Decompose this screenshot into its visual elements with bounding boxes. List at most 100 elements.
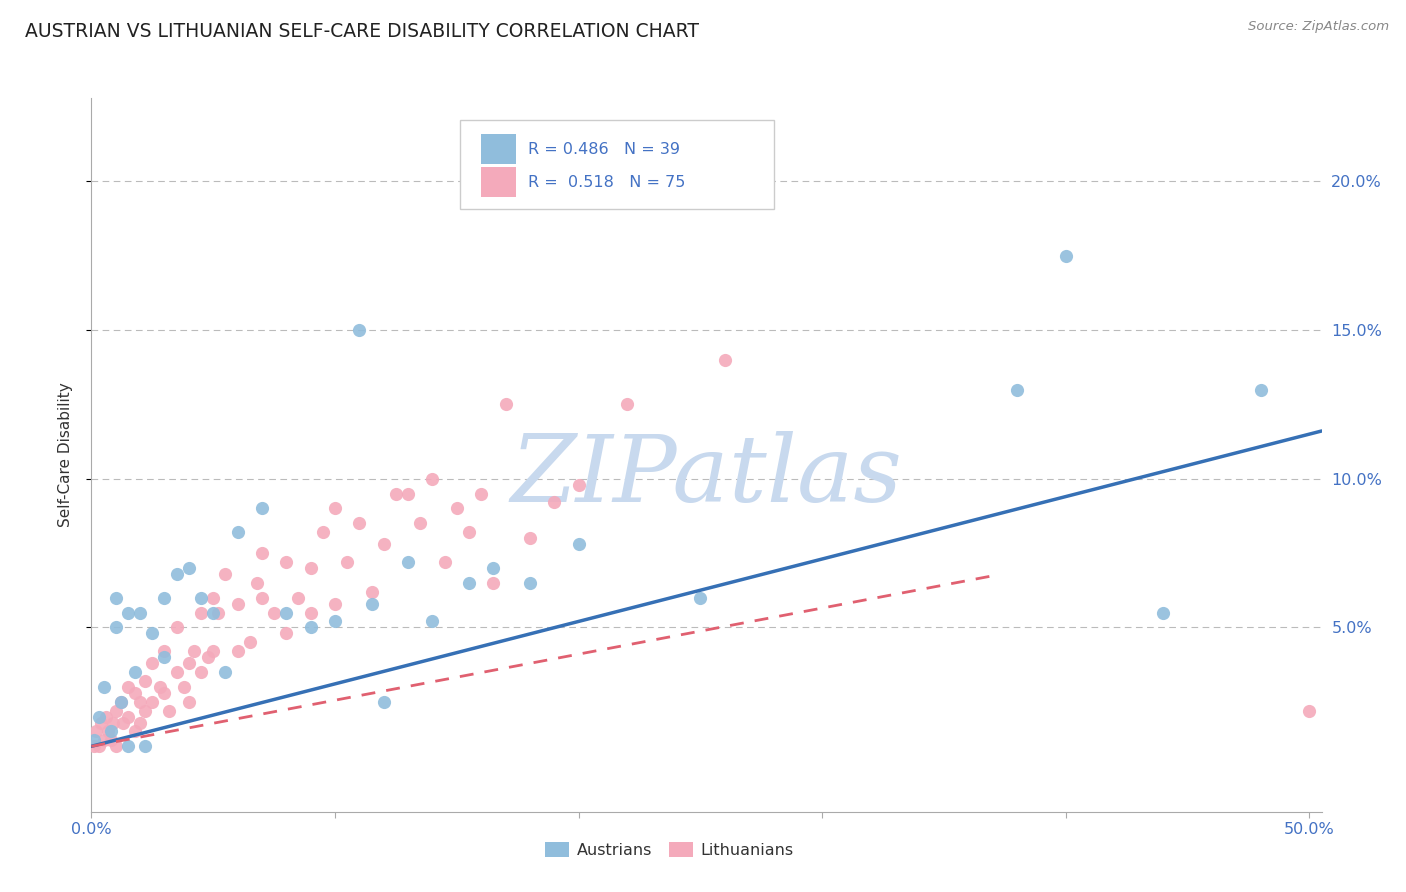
Point [100, 733, 122, 747]
Text: Source: ZipAtlas.com: Source: ZipAtlas.com [1249, 20, 1389, 33]
Point [153, 686, 176, 700]
Point [166, 665, 188, 679]
Point [117, 680, 139, 694]
Point [124, 686, 146, 700]
Point [246, 575, 269, 590]
Point [153, 644, 176, 658]
Point [482, 561, 505, 575]
Point [153, 650, 176, 665]
Point [129, 606, 152, 620]
Point [100, 724, 122, 739]
Point [360, 584, 382, 599]
Point [117, 709, 139, 723]
Point [110, 695, 132, 709]
Point [214, 665, 236, 679]
Point [616, 397, 638, 411]
Point [396, 486, 419, 500]
Point [190, 606, 212, 620]
Point [323, 615, 346, 629]
Bar [481, 167, 516, 197]
Point [177, 561, 200, 575]
Point [360, 597, 382, 611]
Point [104, 591, 127, 605]
Text: ZIPatlas: ZIPatlas [510, 432, 903, 521]
Point [458, 525, 481, 540]
Point [336, 555, 359, 569]
Point [134, 704, 156, 718]
Point [112, 715, 135, 730]
Point [93, 733, 115, 747]
Point [385, 486, 408, 500]
Point [173, 680, 195, 694]
Point [323, 501, 346, 516]
Point [250, 546, 273, 560]
Point [134, 739, 156, 754]
Point [568, 537, 591, 551]
Point [104, 620, 127, 634]
Point [157, 704, 180, 718]
Point [124, 665, 146, 679]
Point [373, 537, 395, 551]
Point [202, 606, 225, 620]
Point [1152, 606, 1174, 620]
Point [299, 620, 322, 634]
Point [1298, 704, 1320, 718]
Point [519, 575, 541, 590]
Point [90, 715, 112, 730]
Point [214, 566, 236, 581]
Point [312, 525, 335, 540]
Point [226, 525, 249, 540]
Point [207, 606, 229, 620]
Point [117, 606, 139, 620]
Point [104, 739, 127, 754]
Point [299, 606, 322, 620]
Point [104, 704, 127, 718]
Point [129, 695, 152, 709]
Point [141, 656, 163, 670]
Text: AUSTRIAN VS LITHUANIAN SELF-CARE DISABILITY CORRELATION CHART: AUSTRIAN VS LITHUANIAN SELF-CARE DISABIL… [25, 22, 699, 41]
Point [239, 635, 262, 649]
Bar [481, 135, 516, 164]
Point [190, 665, 212, 679]
Point [433, 555, 456, 569]
Point [713, 352, 735, 367]
Point [226, 644, 249, 658]
Point [495, 397, 517, 411]
Point [129, 715, 152, 730]
Point [458, 575, 481, 590]
Point [124, 724, 146, 739]
Point [93, 680, 115, 694]
Point [87, 739, 110, 754]
Point [117, 739, 139, 754]
Point [276, 555, 298, 569]
Point [153, 591, 176, 605]
Point [409, 516, 432, 531]
Point [519, 531, 541, 545]
Point [250, 591, 273, 605]
Text: R = 0.486   N = 39: R = 0.486 N = 39 [529, 142, 681, 157]
Point [299, 561, 322, 575]
Point [110, 695, 132, 709]
Point [94, 709, 117, 723]
Point [83, 739, 105, 754]
Point [141, 695, 163, 709]
Point [1250, 383, 1272, 397]
Point [97, 724, 120, 739]
Point [84, 724, 107, 739]
FancyBboxPatch shape [460, 120, 775, 209]
Point [197, 650, 219, 665]
Legend: Austrians, Lithuanians: Austrians, Lithuanians [538, 836, 800, 864]
Point [166, 620, 188, 634]
Point [446, 501, 468, 516]
Point [83, 733, 105, 747]
Point [568, 477, 591, 491]
Point [323, 597, 346, 611]
Point [263, 606, 285, 620]
Point [166, 566, 188, 581]
Point [287, 591, 309, 605]
Point [103, 715, 125, 730]
Point [470, 486, 492, 500]
Point [1005, 383, 1028, 397]
Point [202, 591, 225, 605]
Point [349, 323, 371, 337]
